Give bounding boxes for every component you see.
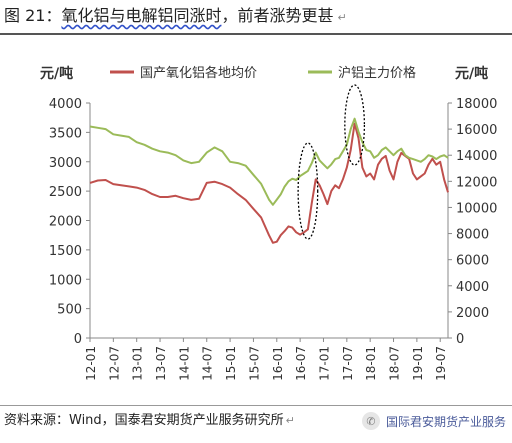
left-y-tick-label: 2500 <box>49 185 82 200</box>
left-y-tick-label: 1000 <box>49 273 82 288</box>
left-y-tick-label: 0 <box>74 332 82 347</box>
legend-label-2: 沪铝主力价格 <box>338 65 416 81</box>
figure-title: 图 21：氧化铝与电解铝同涨时，前者涨势更甚 ↵ <box>0 0 512 32</box>
right-axis-unit: 元/吨 <box>455 65 488 82</box>
source-text: 资料来源：Wind，国泰君安期货产业服务研究所 <box>4 413 284 428</box>
right-y-tick-label: 10000 <box>456 201 497 216</box>
source-note: 资料来源：Wind，国泰君安期货产业服务研究所 ↵ <box>4 409 295 433</box>
x-tick-label: 19-01 <box>411 346 425 381</box>
x-tick-label: 17-01 <box>317 346 331 381</box>
right-y-tick-label: 12000 <box>456 175 497 190</box>
right-y-tick-label: 0 <box>456 332 464 347</box>
line-chart: 元/吨 元/吨 0 500 1000 1500 2000 2500 3000 3500 4000 0 2… <box>40 65 497 381</box>
x-tick-label: 16-01 <box>271 346 285 381</box>
left-y-tick-label: 2000 <box>49 215 82 230</box>
right-y-tick-label: 2000 <box>456 306 489 321</box>
source-divider <box>0 405 512 406</box>
x-tick-label: 15-07 <box>247 346 261 381</box>
x-tick-label: 18-07 <box>388 346 402 381</box>
left-axis-unit: 元/吨 <box>40 65 73 82</box>
x-tick-label: 19-07 <box>434 346 448 381</box>
series-line-2 <box>89 117 449 206</box>
left-y-tick-label: 500 <box>57 303 82 318</box>
right-y-tick-label: 6000 <box>456 254 489 269</box>
series-line-1 <box>89 122 449 244</box>
watermark-text: 国际君安期货产业服务 <box>385 414 506 429</box>
x-tick-label: 13-01 <box>131 346 145 381</box>
x-tick-label: 18-01 <box>364 346 378 381</box>
wechat-icon: ✆ <box>361 412 380 430</box>
figure-title-prefix: 图 21： <box>4 6 62 25</box>
right-y-tick-label: 14000 <box>456 149 497 164</box>
annotation-ellipse-1 <box>297 142 319 240</box>
x-tick-label: 13-07 <box>154 346 168 381</box>
x-tick-label: 14-01 <box>177 346 191 381</box>
source-paragraph-mark: ↵ <box>285 414 295 427</box>
x-tick-label: 12-01 <box>84 346 98 381</box>
left-y-tick-label: 1500 <box>49 244 82 259</box>
x-tick-label: 14-07 <box>201 346 215 381</box>
legend-label-1: 国产氧化铝各地均价 <box>140 65 257 81</box>
figure-title-emphasis: 氧化铝与电解铝同涨时 <box>61 6 222 25</box>
watermark: ✆ 国际君安期货产业服务 <box>361 410 506 432</box>
x-tick-label: 12-07 <box>107 346 121 381</box>
left-y-tick-label: 4000 <box>49 97 82 112</box>
right-y-tick-label: 18000 <box>456 97 497 112</box>
paragraph-mark: ↵ <box>337 11 347 24</box>
right-y-tick-label: 8000 <box>456 228 489 243</box>
right-y-tick-label: 16000 <box>456 123 497 138</box>
right-y-tick-label: 4000 <box>456 280 489 295</box>
annotation-ellipse-2 <box>344 84 366 166</box>
x-tick-label: 16-07 <box>294 346 308 381</box>
figure-title-suffix: ，前者涨势更甚 <box>221 6 334 25</box>
x-tick-label: 15-01 <box>224 346 238 381</box>
left-y-tick-label: 3500 <box>49 126 82 141</box>
left-y-tick-label: 3000 <box>49 156 82 171</box>
x-tick-label: 17-07 <box>341 346 355 381</box>
title-divider <box>0 33 512 35</box>
